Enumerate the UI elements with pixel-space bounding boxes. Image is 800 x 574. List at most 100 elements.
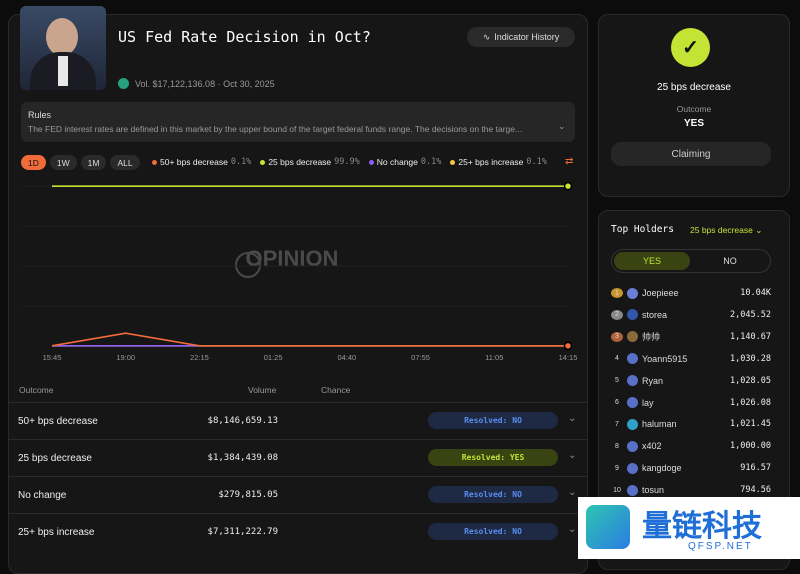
chevron[interactable]: ⌄ — [568, 450, 577, 461]
settings-icon[interactable]: ⇄ — [565, 156, 574, 167]
holder-rank: 8 — [615, 442, 619, 450]
check-icon: ✓ — [671, 28, 710, 67]
holder-name: Ryan — [642, 375, 664, 386]
holder-avatar — [627, 309, 638, 321]
holder-rank: 4 — [615, 355, 619, 363]
holder-name: tosun — [642, 485, 665, 496]
outcome-volume: $8,146,659.13 — [207, 416, 278, 426]
legend-label: No change — [376, 157, 418, 167]
holder-avatar — [627, 353, 638, 365]
legend-item: No change 0.1% — [368, 157, 441, 167]
outcome-name: 25 bps decrease — [18, 453, 92, 464]
holder-name: Yoann5915 — [642, 353, 688, 364]
holder-row: 10 tosun 794.56 — [611, 480, 771, 500]
holders-title: Top Holders — [611, 224, 674, 235]
chevron[interactable]: ⌄ — [568, 413, 577, 424]
outcome-name: 25+ bps increase — [18, 527, 95, 538]
outcome-volume: $1,384,439.08 — [207, 453, 278, 463]
range-tab[interactable]: 1M — [80, 155, 107, 170]
x-tick-label: 22:15 — [190, 353, 209, 362]
holder-amount: 1,021.45 — [730, 419, 771, 430]
holder-amount: 1,000.00 — [730, 441, 771, 452]
holder-name: kangdoge — [642, 463, 682, 474]
legend-value: 99.9% — [334, 157, 360, 167]
series-endpoint — [563, 181, 573, 191]
holder-amount: 794.56 — [740, 485, 771, 496]
resolved-outcome: 25 bps decrease — [657, 82, 731, 93]
holder-row: 6 lay 1,026.08 — [611, 393, 771, 413]
holder-row: 4 Yoann5915 1,030.28 — [611, 349, 771, 369]
outcome-label: Outcome — [676, 104, 712, 114]
holders-tabs: YES NO — [611, 249, 771, 273]
table-header: Chance — [321, 385, 351, 395]
resolution-card: ✓ 25 bps decrease Outcome YES Claiming — [598, 14, 790, 197]
holder-rank: 7 — [615, 420, 619, 428]
price-chart: OPINION 15:45 19:00 22:15 01:25 04:40 07:55 11… — [22, 181, 578, 362]
tab-yes[interactable]: YES — [614, 252, 690, 270]
holder-name: storea — [642, 309, 668, 320]
x-tick-label: 11:05 — [485, 353, 503, 362]
rules-box[interactable]: Rules The FED interest rates are defined… — [21, 102, 575, 142]
holder-row: 8 x402 1,000.00 — [611, 436, 771, 456]
x-tick-label: 14:15 — [559, 353, 578, 362]
legend-swatch — [152, 159, 157, 165]
x-tick-label: 04:40 — [337, 353, 356, 362]
holder-rank: 1 — [611, 288, 623, 298]
holder-amount: 2,045.52 — [730, 309, 771, 320]
chevron: ⌄ — [558, 121, 566, 131]
outcome-result: YES — [683, 118, 704, 129]
outcome-row[interactable]: 25 bps decrease $1,384,439.08 Resolved: YE… — [8, 439, 588, 476]
watermark-site: QFSP.NET — [688, 541, 753, 552]
holder-row: 1 Joepieee 10.04K — [611, 283, 771, 303]
watermark-logo — [235, 252, 261, 278]
market-image — [20, 6, 106, 90]
holder-rank: 5 — [615, 377, 619, 385]
holder-row: 7 haluman 1,021.45 — [611, 414, 771, 434]
watermark-name: 量链科技 — [642, 509, 762, 544]
footer-watermark: 量链科技 QFSP.NET — [578, 497, 800, 559]
holders-filter[interactable]: 25 bps decrease ⌄ — [690, 225, 763, 235]
holder-name: lay — [642, 397, 654, 408]
range-tab[interactable]: 1D — [21, 155, 46, 170]
legend-item: 25+ bps increase 0.1% — [450, 157, 547, 167]
status-pill: Resolved: YES — [428, 449, 558, 466]
holder-avatar — [627, 331, 638, 343]
holder-avatar — [627, 287, 638, 299]
x-tick-label: 07:55 — [411, 353, 430, 362]
holder-avatar — [627, 418, 638, 430]
holder-amount: 1,026.08 — [730, 397, 771, 408]
holder-row: 5 Ryan 1,028.05 — [611, 371, 771, 391]
legend-label: 50+ bps decrease — [160, 157, 228, 167]
outcome-row[interactable]: No change $279,815.05 Resolved: NO ⌄ — [8, 476, 588, 513]
legend-item: 50+ bps decrease 0.1% — [152, 157, 251, 167]
holder-avatar — [627, 375, 638, 387]
holder-avatar — [627, 397, 638, 408]
rules-title: Rules — [28, 110, 52, 120]
tab-no[interactable]: NO — [723, 256, 737, 266]
claiming-button[interactable]: Claiming — [611, 142, 771, 166]
holder-row: 9 kangdoge 916.57 — [611, 458, 771, 478]
legend-label: 25 bps decrease — [268, 157, 332, 167]
holder-name: x402 — [642, 441, 662, 452]
outcome-row[interactable]: 25+ bps increase $7,311,222.79 Resolved: N… — [8, 513, 588, 550]
holder-avatar — [627, 484, 638, 496]
chart-watermark: OPINION — [246, 246, 339, 271]
holder-rank: 9 — [615, 464, 619, 472]
series-line — [51, 332, 568, 347]
holder-rank: 6 — [615, 399, 619, 406]
status-pill: Resolved: NO — [428, 412, 558, 429]
legend: 50+ bps decrease 0.1% 25 bps decrease 99.9%… — [152, 157, 547, 167]
x-tick-label: 19:00 — [116, 353, 135, 362]
holder-name: haluman — [642, 419, 677, 430]
range-tab[interactable]: ALL — [110, 155, 140, 170]
chevron[interactable]: ⌄ — [568, 487, 577, 498]
status-pill: Resolved: NO — [428, 523, 558, 540]
legend-swatch — [450, 159, 456, 165]
outcome-row[interactable]: 50+ bps decrease $8,146,659.13 Resolved: N… — [8, 402, 588, 439]
holder-avatar — [627, 440, 638, 452]
range-tab[interactable]: 1W — [49, 155, 77, 170]
chevron[interactable]: ⌄ — [568, 524, 577, 535]
legend-item: 25 bps decrease 99.9% — [260, 157, 360, 167]
indicator-history-button[interactable]: ∿ Indicator History — [467, 27, 575, 47]
holder-row: 2 storea 2,045.52 — [611, 305, 771, 325]
